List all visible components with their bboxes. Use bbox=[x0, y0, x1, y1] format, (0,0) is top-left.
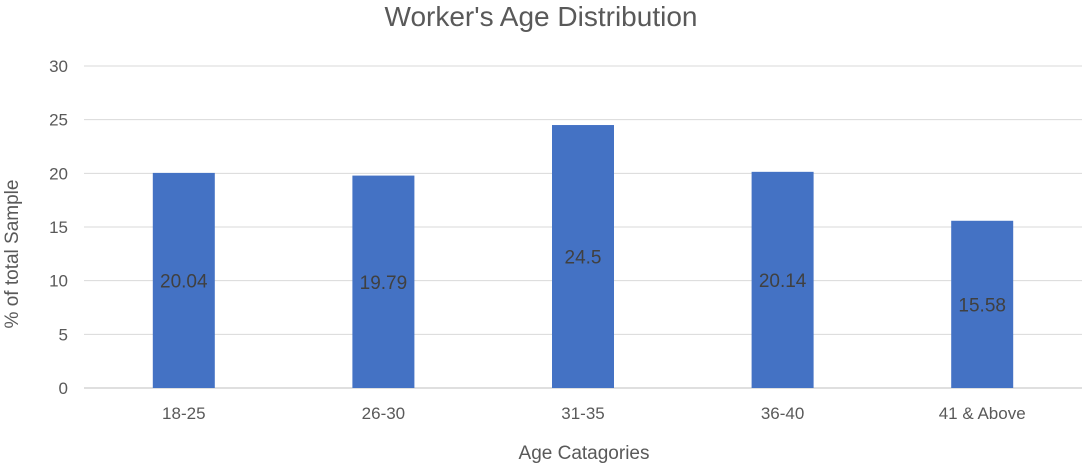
data-label: 19.79 bbox=[360, 273, 408, 294]
y-tick-label: 5 bbox=[59, 325, 68, 344]
x-axis-label: Age Catagories bbox=[519, 443, 650, 464]
bar-41 & Above bbox=[951, 220, 1014, 388]
data-label: 15.58 bbox=[958, 295, 1006, 316]
x-category-label: 41 & Above bbox=[939, 404, 1026, 423]
x-axis-categories: 18-25 26-30 31-35 36-40 41 & Above bbox=[162, 404, 1026, 423]
x-category-label: 31-35 bbox=[561, 404, 604, 423]
y-tick-label: 0 bbox=[59, 379, 68, 398]
bars bbox=[152, 125, 1014, 389]
data-label: 24.5 bbox=[565, 248, 602, 269]
x-category-label: 18-25 bbox=[162, 404, 205, 423]
y-tick-label: 15 bbox=[49, 218, 68, 237]
y-tick-label: 30 bbox=[49, 57, 68, 76]
bar-26-30 bbox=[352, 175, 415, 388]
data-labels: 20.04 19.79 24.5 20.14 15.58 bbox=[160, 248, 1006, 317]
bar-18-25 bbox=[152, 172, 215, 388]
y-axis-ticks: 0 5 10 15 20 25 30 bbox=[49, 57, 68, 398]
bar-31-35 bbox=[552, 125, 614, 389]
y-tick-label: 10 bbox=[49, 272, 68, 291]
chart-title: Worker's Age Distribution bbox=[385, 1, 698, 32]
y-tick-label: 20 bbox=[49, 164, 68, 183]
bar-36-40 bbox=[751, 171, 814, 388]
y-tick-label: 25 bbox=[49, 111, 68, 130]
y-axis-label: % of total Sample bbox=[2, 180, 23, 329]
x-category-label: 36-40 bbox=[761, 404, 804, 423]
x-category-label: 26-30 bbox=[362, 404, 405, 423]
data-label: 20.04 bbox=[160, 271, 208, 292]
data-label: 20.14 bbox=[759, 271, 807, 292]
